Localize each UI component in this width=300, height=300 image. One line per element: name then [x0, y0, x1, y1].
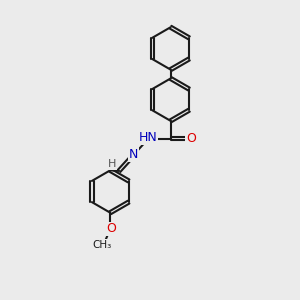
- Text: O: O: [186, 132, 196, 145]
- Text: O: O: [106, 222, 116, 236]
- Text: HN: HN: [139, 131, 157, 144]
- Text: N: N: [129, 148, 139, 161]
- Text: H: H: [107, 159, 116, 170]
- Text: CH₃: CH₃: [93, 240, 112, 250]
